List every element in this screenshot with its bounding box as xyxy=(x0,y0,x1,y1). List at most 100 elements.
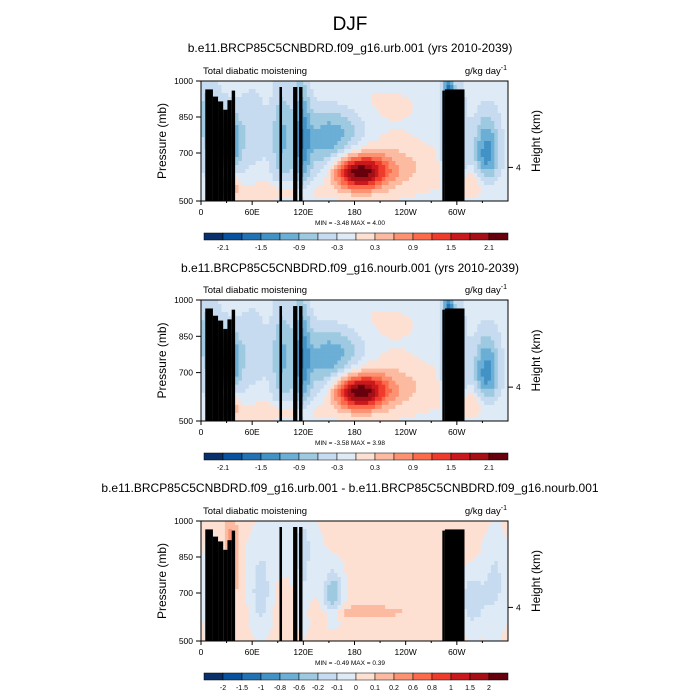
field-cell xyxy=(327,193,332,198)
field-cell xyxy=(201,320,205,325)
field-cell xyxy=(436,348,441,353)
field-cell xyxy=(378,376,383,382)
field-cell xyxy=(313,360,318,366)
field-cell xyxy=(255,332,260,337)
field-cell xyxy=(477,161,482,166)
field-cell xyxy=(218,89,222,94)
field-cell xyxy=(395,352,400,357)
field-cell xyxy=(426,169,431,174)
field-cell xyxy=(262,153,267,158)
field-cell xyxy=(313,133,318,138)
field-cell xyxy=(245,332,250,337)
field-cell xyxy=(402,372,407,378)
field-cell xyxy=(235,344,240,349)
field-cell xyxy=(334,356,338,361)
field-cell xyxy=(371,340,376,345)
field-cell xyxy=(286,320,291,325)
field-cell xyxy=(395,169,400,174)
field-cell xyxy=(265,133,270,138)
field-cell xyxy=(303,185,308,190)
field-cell xyxy=(432,356,437,361)
field-cell xyxy=(258,384,263,390)
field-cell xyxy=(354,169,359,174)
field-cell xyxy=(286,109,291,114)
terrain-block xyxy=(205,89,213,201)
field-cell xyxy=(409,189,413,194)
field-cell xyxy=(504,125,509,130)
field-cell xyxy=(419,101,424,106)
field-cell xyxy=(463,173,468,178)
field-cell xyxy=(467,93,471,98)
field-cell xyxy=(392,400,396,406)
field-cell xyxy=(470,89,475,94)
field-cell xyxy=(357,348,362,353)
field-cell xyxy=(490,185,495,190)
field-cell xyxy=(402,137,407,142)
field-cell xyxy=(306,396,311,402)
field-cell xyxy=(323,356,328,361)
field-cell xyxy=(494,125,499,130)
field-cell xyxy=(409,185,413,190)
field-cell xyxy=(480,137,485,142)
field-cell xyxy=(357,141,362,146)
field-cell xyxy=(436,324,441,329)
field-cell xyxy=(371,344,376,349)
field-cell xyxy=(392,105,396,110)
field-cell xyxy=(426,396,431,402)
field-cell xyxy=(409,177,413,182)
field-cell xyxy=(395,101,400,106)
y-axis-label: Pressure (mb) xyxy=(155,103,169,179)
field-cell xyxy=(480,97,485,102)
field-cell xyxy=(344,173,349,178)
field-cell xyxy=(252,300,257,305)
field-cell xyxy=(320,121,325,126)
field-cell xyxy=(320,125,325,130)
field-cell xyxy=(265,360,270,366)
field-cell xyxy=(405,300,410,305)
field-cell xyxy=(201,173,205,178)
field-cell xyxy=(392,113,396,118)
field-cell xyxy=(429,157,434,162)
field-cell xyxy=(470,105,475,110)
field-cell xyxy=(316,364,321,370)
field-cell xyxy=(395,145,400,150)
field-cell xyxy=(487,177,492,182)
field-cell xyxy=(276,348,280,353)
field-cell xyxy=(330,113,335,118)
field-cell xyxy=(398,404,403,410)
field-cell xyxy=(248,141,253,146)
field-cell xyxy=(374,408,379,414)
field-cell xyxy=(412,153,417,158)
field-cell xyxy=(436,141,441,146)
field-cell xyxy=(422,109,427,114)
field-cell xyxy=(395,300,400,305)
field-cell xyxy=(470,117,475,122)
field-cell xyxy=(398,133,403,138)
field-cell xyxy=(276,97,280,102)
field-cell xyxy=(467,197,471,202)
field-cell xyxy=(201,149,205,154)
field-cell xyxy=(218,81,222,86)
field-cell xyxy=(238,388,243,394)
field-cell xyxy=(334,97,338,102)
field-cell xyxy=(467,173,471,178)
field-cell xyxy=(415,141,420,146)
field-cell xyxy=(436,173,441,178)
field-cell xyxy=(201,312,205,317)
field-cell xyxy=(388,181,393,186)
field-cell xyxy=(364,121,369,126)
field-cell xyxy=(422,368,427,374)
field-cell xyxy=(272,85,277,90)
field-cell xyxy=(354,304,359,309)
field-cell xyxy=(426,133,431,138)
field-cell xyxy=(228,81,233,86)
field-cell xyxy=(361,344,366,349)
left-string: Total diabatic moistening xyxy=(203,66,307,77)
field-cell xyxy=(289,141,294,146)
field-cell xyxy=(395,153,400,158)
field-cell xyxy=(313,400,318,406)
field-cell xyxy=(409,340,413,345)
field-cell xyxy=(426,197,431,202)
field-cell xyxy=(477,149,482,154)
field-cell xyxy=(494,149,499,154)
